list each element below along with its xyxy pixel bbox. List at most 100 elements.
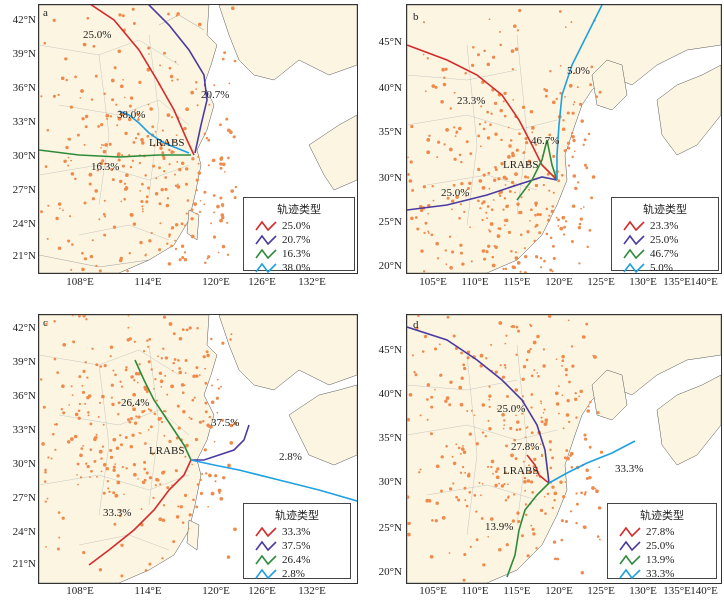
scatter-point: [573, 150, 576, 153]
scatter-point: [538, 231, 542, 235]
scatter-point: [157, 355, 160, 358]
panel-a-ylabel: 36°N: [12, 82, 36, 94]
scatter-point: [76, 133, 80, 137]
scatter-point: [526, 230, 530, 234]
scatter-point: [470, 409, 473, 412]
scatter-point: [515, 325, 519, 329]
scatter-point: [113, 522, 117, 526]
panel-c-legend-row: 2.8%: [244, 567, 350, 581]
scatter-point: [597, 506, 602, 510]
scatter-point: [483, 257, 487, 261]
scatter-point: [454, 135, 457, 138]
scatter-point: [521, 412, 524, 415]
scatter-point: [551, 485, 555, 489]
scatter-point: [431, 185, 434, 188]
scatter-point: [511, 324, 516, 329]
scatter-point: [183, 251, 187, 254]
scatter-point: [120, 200, 123, 203]
panel-d-letter: d: [413, 319, 419, 331]
scatter-point: [507, 155, 511, 159]
scatter-point: [407, 521, 411, 525]
scatter-point: [130, 375, 134, 379]
panel-d-pct-1: 25.0%: [497, 403, 526, 415]
scatter-point: [112, 225, 117, 229]
scatter-point: [101, 445, 105, 448]
scatter-point: [205, 136, 209, 140]
scatter-point: [204, 410, 208, 414]
scatter-point: [535, 474, 538, 477]
scatter-point: [524, 503, 528, 506]
scatter-point: [489, 123, 492, 126]
scatter-point: [468, 181, 472, 186]
scatter-point: [203, 203, 206, 206]
scatter-point: [583, 433, 587, 437]
scatter-point: [81, 117, 85, 121]
scatter-point: [116, 474, 120, 478]
scatter-point: [195, 505, 199, 509]
scatter-point: [463, 210, 466, 214]
legend-label: 38.0%: [282, 262, 311, 274]
scatter-point: [132, 141, 136, 144]
scatter-point: [128, 153, 131, 157]
scatter-point: [40, 210, 43, 214]
scatter-point: [494, 132, 498, 136]
scatter-point: [510, 249, 513, 253]
scatter-point: [524, 436, 527, 439]
scatter-point: [198, 374, 201, 376]
scatter-point: [233, 59, 237, 63]
scatter-point: [431, 519, 434, 522]
scatter-point: [503, 482, 506, 486]
scatter-point: [528, 188, 531, 191]
scatter-point: [465, 140, 469, 144]
scatter-point: [188, 326, 192, 330]
scatter-point: [168, 66, 172, 70]
scatter-point: [219, 123, 222, 127]
scatter-point: [488, 18, 491, 21]
scatter-point: [87, 414, 90, 417]
scatter-point: [127, 326, 130, 329]
scatter-point: [567, 164, 571, 167]
scatter-point: [441, 67, 445, 72]
scatter-point: [482, 127, 486, 131]
scatter-point: [464, 471, 467, 474]
scatter-point: [174, 173, 176, 176]
scatter-point: [532, 532, 536, 536]
scatter-point: [89, 448, 93, 451]
panel-a-station: LRABS: [149, 137, 185, 149]
scatter-point: [108, 142, 112, 146]
scatter-point: [475, 510, 478, 513]
scatter-point: [589, 400, 592, 404]
panel-a-ylabel: 30°N: [12, 150, 36, 162]
scatter-point: [485, 211, 488, 214]
scatter-point: [198, 210, 202, 214]
scatter-point: [220, 213, 225, 217]
panel-c-legend: 轨迹类型 33.3% 37.5% 26.4% 2.8%: [243, 503, 351, 581]
scatter-point: [583, 437, 588, 441]
scatter-point: [419, 208, 424, 213]
route-swatch-icon: [623, 262, 645, 273]
scatter-point: [423, 334, 428, 339]
scatter-point: [469, 226, 471, 229]
panel-a-pct-2: 20.7%: [201, 89, 230, 101]
scatter-point: [109, 355, 112, 358]
panel-a-letter: a: [43, 7, 48, 19]
scatter-point: [487, 535, 490, 538]
scatter-point: [142, 349, 146, 353]
scatter-point: [560, 519, 564, 523]
panel-a-ylabel: 24°N: [12, 218, 36, 230]
scatter-point: [453, 157, 457, 161]
scatter-point: [226, 253, 230, 256]
scatter-point: [419, 414, 422, 417]
scatter-point: [408, 179, 413, 183]
scatter-point: [458, 385, 463, 390]
scatter-point: [184, 372, 187, 374]
scatter-point: [512, 99, 515, 101]
scatter-point: [525, 426, 528, 429]
route-swatch-icon: [623, 220, 645, 232]
scatter-point: [120, 543, 124, 547]
scatter-point: [110, 383, 114, 387]
scatter-point: [226, 555, 231, 559]
scatter-point: [131, 405, 134, 408]
scatter-point: [546, 172, 550, 176]
scatter-point: [174, 247, 178, 251]
